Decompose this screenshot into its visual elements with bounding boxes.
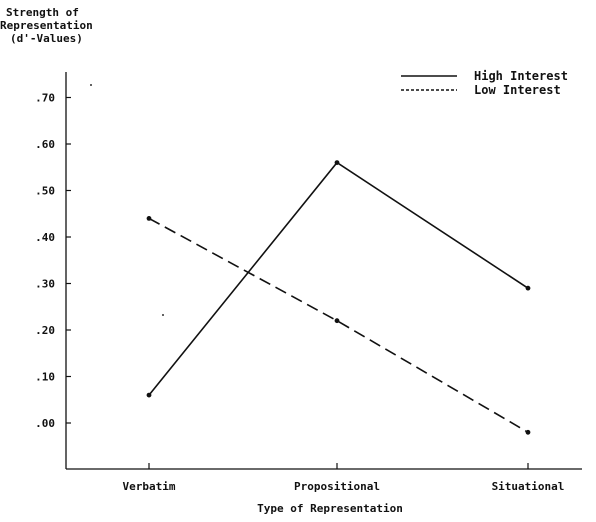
- stray-dot: [90, 84, 92, 86]
- x-ticks: Verbatim Propositional Situational: [123, 463, 565, 493]
- stray-dot: [162, 314, 164, 316]
- y-tick-label: .60: [35, 138, 55, 151]
- data-point: [146, 392, 152, 398]
- x-tick-label: Verbatim: [123, 480, 176, 493]
- series-line: [148, 161, 529, 396]
- x-tick-label: Propositional: [294, 480, 380, 493]
- y-tick-label: .30: [35, 278, 55, 291]
- y-axis-title-line-1: Strength of: [6, 6, 79, 19]
- x-axis-title: Type of Representation: [257, 502, 403, 515]
- y-tick-label: .20: [35, 324, 55, 337]
- y-axis-title-line-2: Representation: [0, 19, 93, 32]
- data-point: [525, 429, 531, 435]
- x-tick-label: Situational: [492, 480, 565, 493]
- y-tick-label: .10: [35, 371, 55, 384]
- y-axis-title: Strength of Representation (d'-Values): [0, 6, 93, 45]
- data-point: [525, 285, 531, 291]
- y-tick-label: .70: [35, 92, 55, 105]
- y-ticks: .00 .10 .20 .30 .40 .50 .60 .70: [35, 92, 71, 430]
- data-point: [334, 160, 340, 166]
- legend-label: Low Interest: [474, 83, 561, 97]
- y-tick-label: .40: [35, 231, 55, 244]
- y-tick-label: .00: [35, 417, 55, 430]
- y-axis-title-line-3: (d'-Values): [10, 32, 83, 45]
- series-group: [146, 160, 531, 435]
- data-point: [334, 318, 340, 324]
- series-line: [148, 217, 529, 433]
- data-point: [146, 216, 152, 221]
- y-tick-label: .50: [35, 185, 55, 198]
- legend-label: High Interest: [474, 69, 568, 83]
